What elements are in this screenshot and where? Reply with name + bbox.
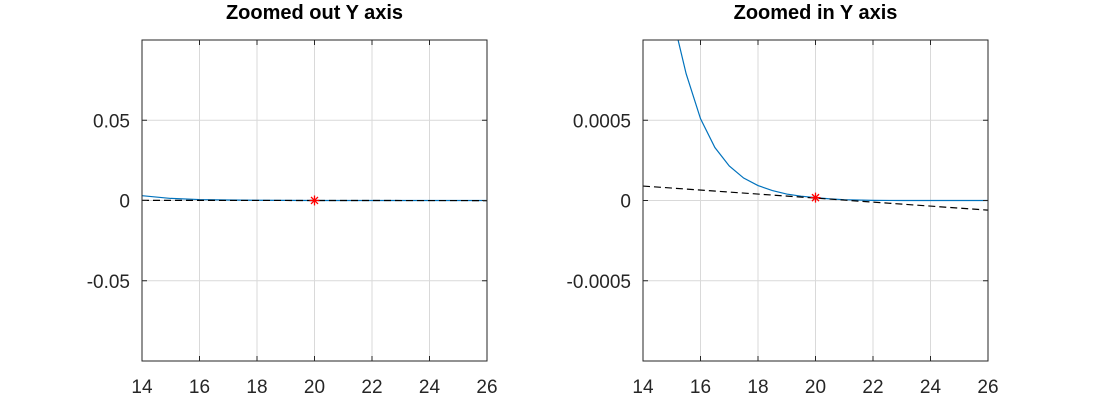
left-ytick-label: 0 bbox=[119, 192, 130, 213]
right-ytick-label: -0.0005 bbox=[567, 272, 631, 293]
left-ytick-label: -0.05 bbox=[87, 272, 130, 293]
right-point-marker bbox=[810, 192, 821, 203]
left-point-marker bbox=[309, 195, 320, 206]
left-xtick-label: 24 bbox=[419, 377, 441, 398]
right-xtick-label: 20 bbox=[805, 377, 826, 398]
left-ytick-label: 0.05 bbox=[93, 111, 130, 132]
left-xtick-label: 20 bbox=[304, 377, 325, 398]
right-tangent-dashed-line bbox=[643, 185, 988, 211]
left-xtick-label: 18 bbox=[246, 377, 267, 398]
right-axes: Zoomed in Y axis 14 16 18 20 22 24 26 0.0005 0 -0… bbox=[567, 2, 999, 398]
right-xtick-label: 22 bbox=[862, 377, 883, 398]
right-xtick-label: 16 bbox=[690, 377, 711, 398]
right-ytick-label: 0.0005 bbox=[573, 111, 631, 132]
right-curve-line bbox=[677, 40, 988, 202]
left-chart-title: Zoomed out Y axis bbox=[226, 2, 403, 24]
right-xtick-label: 14 bbox=[632, 377, 654, 398]
left-xtick-label: 22 bbox=[361, 377, 382, 398]
left-xtick-label: 16 bbox=[189, 377, 210, 398]
right-xtick-label: 24 bbox=[920, 377, 942, 398]
left-axes: Zoomed out Y axis 14 16 18 20 22 24 26 0.05 0 -0.… bbox=[87, 2, 498, 398]
right-xtick-label: 26 bbox=[977, 377, 998, 398]
left-xtick-label: 14 bbox=[131, 377, 153, 398]
right-chart-title: Zoomed in Y axis bbox=[734, 2, 898, 24]
right-xtick-label: 18 bbox=[747, 377, 768, 398]
left-xtick-label: 26 bbox=[476, 377, 497, 398]
right-ytick-label: 0 bbox=[620, 192, 631, 213]
